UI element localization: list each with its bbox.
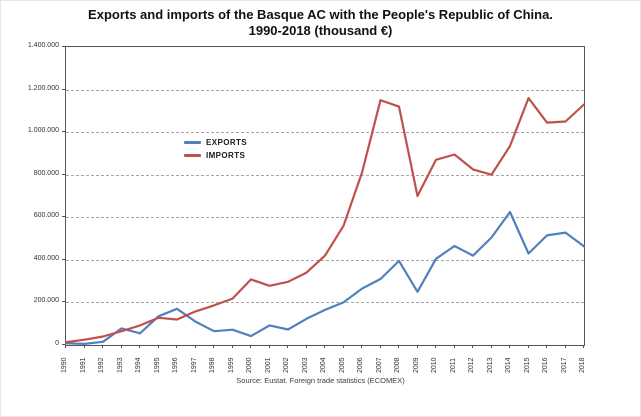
x-axis-tick [213,345,214,348]
x-axis-label: 2014 [505,357,512,373]
y-axis-tick [62,301,65,303]
x-axis-tick [157,345,159,348]
y-axis-label: 400.000 [33,254,59,262]
x-axis-tick [435,345,436,348]
x-axis-label: 1993 [116,357,124,373]
exports-legend-label: EXPORTS [206,138,248,147]
source-note: Source: Eustat. Foreign trade statistics… [236,376,405,385]
gridline [66,174,584,176]
x-axis-tick [305,345,307,348]
line-plot [64,96,586,345]
x-axis-tick [102,345,103,348]
y-axis-label: 0 [55,340,59,347]
exports-legend-swatch [184,141,201,144]
x-axis-tick [472,345,473,348]
x-axis-tick [564,345,566,348]
x-axis-tick [583,345,584,348]
x-axis-label: 2007 [375,357,383,373]
chart-title-line1: Exports and imports of the Basque AC wit… [88,7,553,22]
x-axis-tick [287,345,288,348]
x-axis-tick [379,345,381,348]
x-axis-label: 2003 [301,357,309,373]
x-axis-tick [546,345,547,348]
y-axis-tick [62,173,65,175]
x-axis-tick [342,345,344,348]
y-axis-label: 1.400.000 [27,42,59,49]
x-axis-label: 2002 [283,357,290,373]
x-axis-label: 1996 [172,357,179,373]
x-axis-label: 2012 [468,357,475,373]
x-axis-label: 2018 [579,357,586,373]
x-axis-label: 2015 [523,357,531,373]
x-axis-label: 2004 [320,357,327,373]
y-axis-tick [62,88,65,90]
gridline [66,217,584,219]
x-axis-tick [490,345,492,348]
x-axis-tick [509,345,510,348]
y-axis-label: 600.000 [33,212,59,220]
gridline [66,259,584,261]
gridline [66,302,584,304]
x-axis-tick [231,345,233,348]
y-axis-tick [62,216,65,218]
y-axis-label: 1.200.000 [27,84,59,92]
x-axis-tick [194,345,196,348]
x-axis-tick [176,345,177,348]
x-axis-label: 1997 [190,357,198,373]
x-axis-tick [453,345,455,348]
x-axis-tick [268,345,270,348]
x-axis-label: 2010 [431,357,438,373]
plot-area: EXPORTS IMPORTS [64,46,586,346]
x-axis-label: 1995 [153,357,161,373]
x-axis-label: 2016 [542,357,549,373]
x-axis-label: 1994 [135,357,142,373]
x-axis-label: 2001 [264,357,272,373]
x-axis-tick [139,345,140,348]
x-axis-tick [83,345,85,348]
chart-title-line2: 1990-2018 (thousand €) [248,23,393,38]
legend: EXPORTS IMPORTS [184,136,247,162]
x-axis-label: 1990 [61,357,68,373]
y-axis-label: 800.000 [33,169,59,177]
y-axis-tick [62,46,65,47]
x-axis-tick [120,345,122,348]
x-axis-label: 2011 [449,357,457,373]
x-axis-label: 2008 [394,357,401,373]
x-axis-tick [398,345,399,348]
exports-line [64,210,586,345]
x-axis-label: 1991 [79,357,87,373]
x-axis-tick [527,345,529,348]
gridline [66,132,584,134]
x-axis-label: 2013 [486,357,494,373]
x-axis-tick [250,345,251,348]
imports-line [64,96,586,344]
imports-legend-label: IMPORTS [206,151,246,160]
x-axis-label: 2005 [338,357,346,373]
x-axis-label: 1999 [227,357,235,373]
x-axis-label: 2017 [560,357,568,373]
x-axis-tick [65,345,66,348]
x-axis-tick [361,345,362,348]
chart-title: Exports and imports of the Basque AC wit… [1,7,640,39]
x-axis-label: 1998 [209,357,216,373]
y-axis-tick [62,344,65,345]
y-axis-label: 1.000.000 [27,127,59,135]
x-axis-label: 2006 [357,357,364,373]
x-axis-tick [324,345,325,348]
x-axis-label: 2000 [246,357,253,373]
x-axis-label: 2009 [412,357,420,373]
gridline [66,89,584,91]
x-axis-tick [416,345,418,348]
y-axis-tick [62,258,65,260]
legend-item-imports: IMPORTS [184,149,247,162]
y-axis-tick [62,131,65,133]
legend-item-exports: EXPORTS [184,136,247,149]
y-axis-label: 200.000 [33,297,59,305]
imports-legend-swatch [184,154,201,157]
x-axis-label: 1992 [98,357,105,373]
